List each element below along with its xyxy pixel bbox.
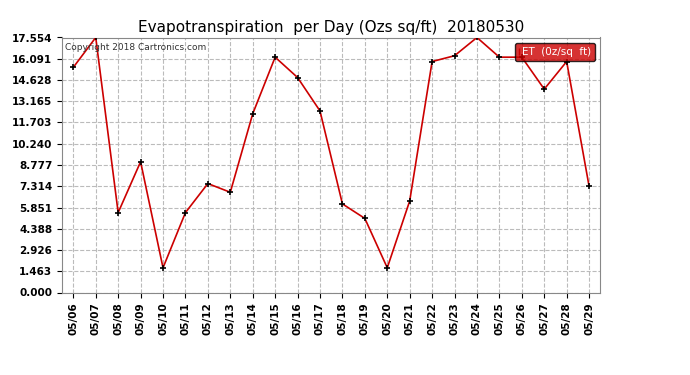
Title: Evapotranspiration  per Day (Ozs sq/ft)  20180530: Evapotranspiration per Day (Ozs sq/ft) 2… — [138, 20, 524, 35]
Legend: ET  (0z/sq  ft): ET (0z/sq ft) — [515, 43, 595, 61]
Text: Copyright 2018 Cartronics.com: Copyright 2018 Cartronics.com — [65, 43, 206, 52]
